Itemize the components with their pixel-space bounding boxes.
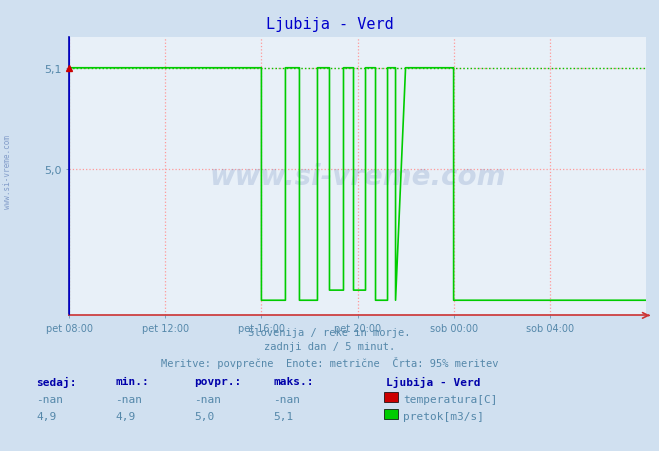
Text: Ljubija - Verd: Ljubija - Verd [386,377,480,387]
Text: sedaj:: sedaj: [36,377,76,387]
Text: 4,9: 4,9 [36,411,57,421]
Text: www.si-vreme.com: www.si-vreme.com [3,134,13,208]
Text: 5,1: 5,1 [273,411,294,421]
Text: -nan: -nan [36,394,63,404]
Text: pretok[m3/s]: pretok[m3/s] [403,411,484,421]
Text: Ljubija - Verd: Ljubija - Verd [266,17,393,32]
Text: 4,9: 4,9 [115,411,136,421]
Text: Slovenija / reke in morje.: Slovenija / reke in morje. [248,327,411,337]
Text: povpr.:: povpr.: [194,377,242,387]
Text: www.si-vreme.com: www.si-vreme.com [210,163,505,191]
Text: min.:: min.: [115,377,149,387]
Text: temperatura[C]: temperatura[C] [403,394,498,404]
Text: zadnji dan / 5 minut.: zadnji dan / 5 minut. [264,341,395,351]
Text: Meritve: povprečne  Enote: metrične  Črta: 95% meritev: Meritve: povprečne Enote: metrične Črta:… [161,356,498,368]
Text: -nan: -nan [115,394,142,404]
Text: -nan: -nan [194,394,221,404]
Text: maks.:: maks.: [273,377,314,387]
Text: 5,0: 5,0 [194,411,215,421]
Text: -nan: -nan [273,394,301,404]
